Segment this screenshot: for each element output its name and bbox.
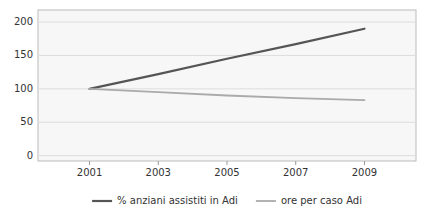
legend-item: % anziani assistiti in Adi — [92, 195, 238, 206]
y-tick-label: 200 — [14, 16, 33, 27]
legend-swatch — [92, 200, 112, 202]
grid-line — [38, 155, 416, 156]
chart-container: 0 50 100 150 200 2001 2003 2005 2007 2009 % anzian… — [0, 0, 430, 213]
grid-line — [38, 122, 416, 123]
y-tick-label: 150 — [14, 49, 33, 60]
y-tick-label: 100 — [14, 83, 33, 94]
lines — [90, 29, 365, 100]
x-tick — [364, 161, 365, 165]
x-tick-label: 2005 — [214, 167, 239, 178]
y-tick-label: 0 — [27, 150, 33, 161]
legend: % anziani assistiti in Adi ore per caso A… — [92, 195, 362, 206]
y-grid — [38, 22, 416, 156]
x-tick-label: 2003 — [146, 167, 171, 178]
y-tick-label: 50 — [20, 116, 33, 127]
legend-swatch — [256, 200, 276, 202]
x-tick-label: 2001 — [77, 167, 102, 178]
grid-line — [38, 55, 416, 56]
line — [90, 29, 365, 89]
x-tick — [89, 161, 90, 165]
x-tick — [227, 161, 228, 165]
x-tick-label: 2009 — [352, 167, 377, 178]
legend-label: % anziani assistiti in Adi — [117, 195, 238, 206]
line — [90, 89, 365, 100]
x-tick — [158, 161, 159, 165]
grid-line — [38, 22, 416, 23]
chart: 0 50 100 150 200 2001 2003 2005 2007 2009 % anzian… — [0, 0, 430, 213]
x-tick-label: 2007 — [283, 167, 308, 178]
x-tick — [295, 161, 296, 165]
legend-item: ore per caso Adi — [256, 195, 362, 206]
legend-label: ore per caso Adi — [281, 195, 362, 206]
plot-frame — [38, 10, 416, 161]
